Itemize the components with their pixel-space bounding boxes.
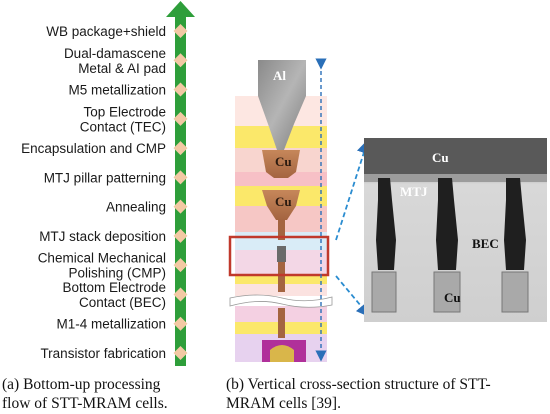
step-marker [173, 82, 188, 97]
tem-micrograph: Cu MTJ BEC Cu [364, 138, 547, 322]
step-marker [173, 316, 188, 331]
tem-mtj-label: MTJ [400, 184, 428, 199]
step-marker [173, 199, 188, 214]
step-label: Top Electrode [83, 104, 166, 119]
step-label: WB package+shield [46, 24, 166, 39]
step-label: Polishing (CMP) [68, 266, 166, 281]
tem-pillar [504, 178, 526, 270]
caption-a: (a) Bottom-up processing flow of STT-MRA… [2, 375, 210, 413]
tem-cap-layer [364, 174, 547, 182]
step-label: M5 metallization [68, 83, 166, 98]
al-pad [258, 60, 306, 150]
step-marker [173, 24, 188, 38]
step-label: Annealing [106, 200, 166, 215]
step-label: M1-4 metallization [56, 317, 166, 332]
flow-arrow-head [166, 1, 195, 17]
step-label: MTJ stack deposition [39, 229, 166, 244]
tem-bottom-cu [371, 271, 397, 313]
caption-b: (b) Vertical cross-section structure of … [226, 375, 548, 413]
al-label: Al [273, 68, 286, 83]
tem-top-cu-layer [364, 138, 547, 174]
step-marker [173, 170, 188, 185]
step-label: Chemical Mechanical [38, 251, 166, 266]
step-marker [173, 53, 188, 68]
tem-bottom-cu [433, 271, 461, 313]
cu-lower-via [262, 190, 300, 220]
caption-a-line: flow of STT-MRAM cells. [2, 395, 168, 412]
step-label: Contact (BEC) [79, 295, 166, 310]
tem-pillar [436, 178, 458, 270]
step-label: Bottom Electrode [62, 280, 166, 295]
section-break [229, 294, 333, 308]
caption-b-line: (b) Vertical cross-section structure of … [226, 376, 491, 393]
mtj-highlight-box [228, 235, 330, 277]
gate [270, 345, 294, 362]
step-marker [173, 228, 188, 243]
step-marker [173, 111, 188, 126]
step-label: Metal & AI pad [78, 61, 166, 76]
tem-cu-bottom-label: Cu [444, 290, 461, 305]
contact-plug [278, 262, 285, 292]
cu-lower-label: Cu [275, 194, 292, 209]
tem-bottom-cu [501, 271, 529, 313]
section-band [235, 172, 327, 186]
step-label: Dual-damascene [64, 46, 166, 61]
contact-plug [278, 220, 285, 240]
tem-cu-top-label: Cu [432, 150, 449, 165]
step-label: MTJ pillar patterning [44, 170, 166, 185]
step-marker [173, 346, 188, 360]
flow-arrow-shaft [175, 14, 186, 366]
caption-b-line: MRAM cells [39]. [226, 395, 341, 412]
step-label: Contact (TEC) [80, 119, 166, 134]
zoom-arrow-lower [335, 275, 371, 318]
zoom-arrow-upper [335, 139, 371, 241]
cu-upper-label: Cu [275, 154, 292, 169]
step-label: Encapsulation and CMP [21, 141, 166, 156]
step-marker [173, 287, 188, 302]
cu-upper-via [262, 150, 300, 178]
mtj-pillar [277, 246, 286, 262]
tem-pillar [376, 178, 396, 270]
contact-plug [278, 308, 285, 338]
tem-bec-label: BEC [472, 236, 499, 251]
step-label: Transistor fabrication [40, 346, 166, 361]
caption-a-line: (a) Bottom-up processing [2, 376, 161, 393]
step-marker [173, 258, 188, 273]
cross-section: Al Cu Cu [228, 58, 371, 362]
step-marker [173, 141, 188, 156]
